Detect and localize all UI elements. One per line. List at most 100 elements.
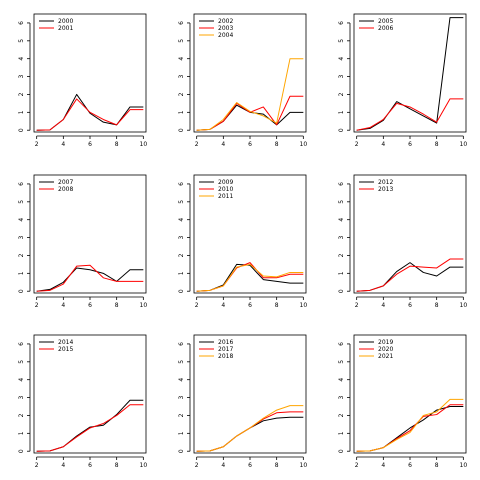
x-tick-label: 10 [140, 302, 148, 309]
y-tick-label: 2 [178, 413, 185, 417]
x-tick-label: 4 [381, 462, 385, 469]
series-line-2010 [196, 262, 304, 292]
series-line-2015 [36, 404, 144, 452]
x-tick-label: 6 [88, 462, 92, 469]
series-line-2018 [196, 405, 304, 452]
y-tick-label: 4 [18, 378, 25, 382]
plot-frame [353, 13, 467, 133]
x-tick-label: 10 [460, 302, 468, 309]
y-tick-label: 6 [18, 21, 25, 25]
y-tick-label: 4 [178, 57, 185, 61]
legend-label: 2011 [218, 193, 233, 200]
series-line-2016 [196, 416, 304, 452]
series-line-2001 [36, 98, 144, 131]
x-tick-label: 6 [408, 302, 412, 309]
x-tick-label: 4 [61, 302, 65, 309]
y-tick-label: 4 [178, 378, 185, 382]
x-tick-label: 8 [115, 302, 119, 309]
y-tick-label: 3 [338, 235, 345, 239]
legend-label: 2006 [378, 25, 393, 32]
y-tick-label: 0 [178, 449, 185, 453]
y-tick-label: 6 [178, 21, 185, 25]
y-tick-label: 3 [18, 235, 25, 239]
series-line-2002 [196, 104, 304, 131]
y-tick-label: 4 [18, 57, 25, 61]
x-tick-label: 8 [275, 302, 279, 309]
legend-label: 2020 [378, 346, 393, 353]
legend-label: 2009 [218, 179, 233, 186]
y-tick-label: 2 [178, 92, 185, 96]
y-tick-label: 2 [338, 413, 345, 417]
y-tick-label: 1 [178, 431, 185, 435]
plot-frame [353, 174, 467, 294]
series-line-2003 [196, 95, 304, 131]
y-tick-label: 0 [338, 289, 345, 293]
series-line-2013 [356, 258, 464, 292]
x-tick-label: 8 [435, 462, 439, 469]
y-tick-label: 6 [338, 182, 345, 186]
y-tick-label: 1 [18, 110, 25, 114]
y-tick-label: 0 [178, 289, 185, 293]
y-tick-label: 1 [178, 271, 185, 275]
legend-label: 2005 [378, 18, 393, 25]
y-tick-label: 6 [18, 182, 25, 186]
x-tick-label: 2 [195, 302, 199, 309]
x-tick-label: 6 [88, 141, 92, 148]
plot-frame [33, 334, 147, 454]
y-tick-label: 3 [178, 74, 185, 78]
legend-label: 2008 [58, 186, 73, 193]
y-tick-label: 1 [178, 110, 185, 114]
x-tick-label: 4 [221, 141, 225, 148]
x-tick-label: 2 [355, 302, 359, 309]
legend-label: 2016 [218, 339, 233, 346]
y-tick-label: 5 [18, 360, 25, 364]
y-tick-label: 1 [18, 431, 25, 435]
x-tick-label: 8 [435, 302, 439, 309]
y-tick-label: 2 [178, 253, 185, 257]
legend-label: 2001 [58, 25, 73, 32]
x-tick-label: 4 [221, 462, 225, 469]
x-tick-label: 10 [460, 141, 468, 148]
x-tick-label: 2 [355, 141, 359, 148]
y-tick-label: 3 [178, 395, 185, 399]
series-line-2019 [356, 406, 464, 452]
legend-label: 2007 [58, 179, 73, 186]
y-tick-label: 1 [338, 431, 345, 435]
x-tick-label: 4 [61, 141, 65, 148]
x-tick-label: 8 [435, 141, 439, 148]
y-tick-label: 5 [338, 39, 345, 43]
series-line-2006 [356, 98, 464, 131]
x-tick-label: 8 [275, 141, 279, 148]
y-tick-label: 6 [178, 342, 185, 346]
y-tick-label: 5 [18, 200, 25, 204]
x-tick-label: 10 [460, 462, 468, 469]
x-tick-label: 10 [300, 141, 308, 148]
y-tick-label: 3 [18, 395, 25, 399]
y-tick-label: 0 [18, 128, 25, 132]
x-tick-label: 4 [61, 462, 65, 469]
y-tick-label: 0 [338, 128, 345, 132]
y-tick-label: 0 [18, 289, 25, 293]
plot-frame [33, 13, 147, 133]
y-tick-label: 6 [338, 342, 345, 346]
y-tick-label: 3 [178, 235, 185, 239]
legend-label: 2013 [378, 186, 393, 193]
x-tick-label: 8 [115, 141, 119, 148]
x-tick-label: 2 [35, 141, 39, 148]
plot-frame [193, 13, 307, 133]
legend-label: 2012 [378, 179, 393, 186]
y-tick-label: 3 [338, 395, 345, 399]
y-tick-label: 5 [18, 39, 25, 43]
series-line-2004 [196, 58, 304, 131]
x-tick-label: 6 [88, 302, 92, 309]
x-tick-label: 2 [195, 141, 199, 148]
x-tick-label: 6 [408, 141, 412, 148]
plot-frame [193, 334, 307, 454]
legend-label: 2014 [58, 339, 73, 346]
y-tick-label: 0 [178, 128, 185, 132]
